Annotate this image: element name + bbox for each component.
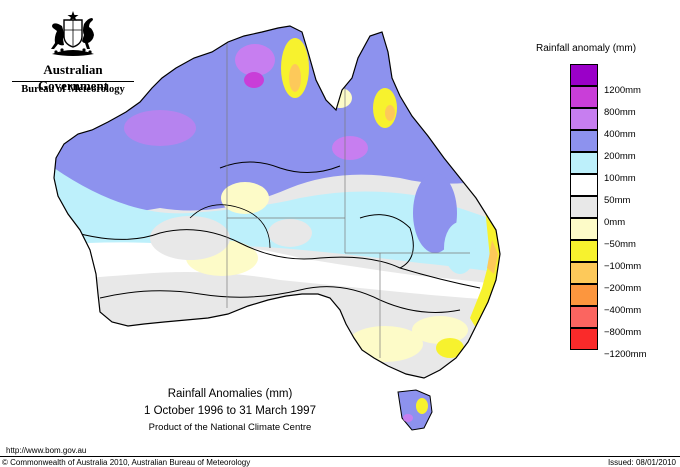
legend-title: Rainfall anomaly (mm) [536, 43, 637, 54]
legend-label: −400mm [604, 305, 642, 316]
map-credit: Product of the National Climate Centre [148, 422, 312, 433]
legend-swatch [570, 284, 598, 306]
footer-divider [0, 456, 680, 457]
legend-swatch [570, 240, 598, 262]
legend-label: −200mm [604, 283, 642, 294]
legend-swatch [570, 196, 598, 218]
legend-label: 0mm [604, 217, 626, 228]
legend-label: 100mm [604, 173, 636, 184]
map-title: Rainfall Anomalies (mm) [167, 388, 293, 400]
government-logo: Australian Government Bureau of Meteorol… [8, 8, 138, 98]
legend-swatch [570, 152, 598, 174]
copyright: © Commonwealth of Australia 2010, Austra… [2, 458, 251, 467]
legend-swatch [570, 306, 598, 328]
legend-label: 1200mm [604, 85, 641, 96]
legend-label: 200mm [604, 151, 636, 162]
legend-swatch [570, 108, 598, 130]
legend-swatch [570, 218, 598, 240]
issued-date: Issued: 08/01/2010 [607, 458, 676, 467]
legend-label: 50mm [604, 195, 631, 206]
legend-swatch [570, 174, 598, 196]
legend-swatch [570, 86, 598, 108]
logo-divider [12, 81, 134, 82]
legend-label: −50mm [604, 239, 636, 250]
legend-swatch [570, 130, 598, 152]
legend-swatch [570, 262, 598, 284]
tasmania [397, 389, 433, 431]
australia-rainfall-map [53, 25, 501, 431]
legend-swatch [570, 64, 598, 86]
legend-swatch [570, 328, 598, 350]
legend-label: −100mm [604, 261, 642, 272]
map-period: 1 October 1996 to 31 March 1997 [144, 405, 316, 417]
legend-label: 400mm [604, 129, 636, 140]
legend-label: −800mm [604, 327, 642, 338]
legend-label: −1200mm [604, 349, 647, 360]
website-link[interactable]: http://www.bom.gov.au [6, 446, 87, 455]
coat-of-arms-icon [51, 11, 94, 56]
bureau-name: Bureau of Meteorology [21, 84, 125, 95]
legend-label: 800mm [604, 107, 636, 118]
